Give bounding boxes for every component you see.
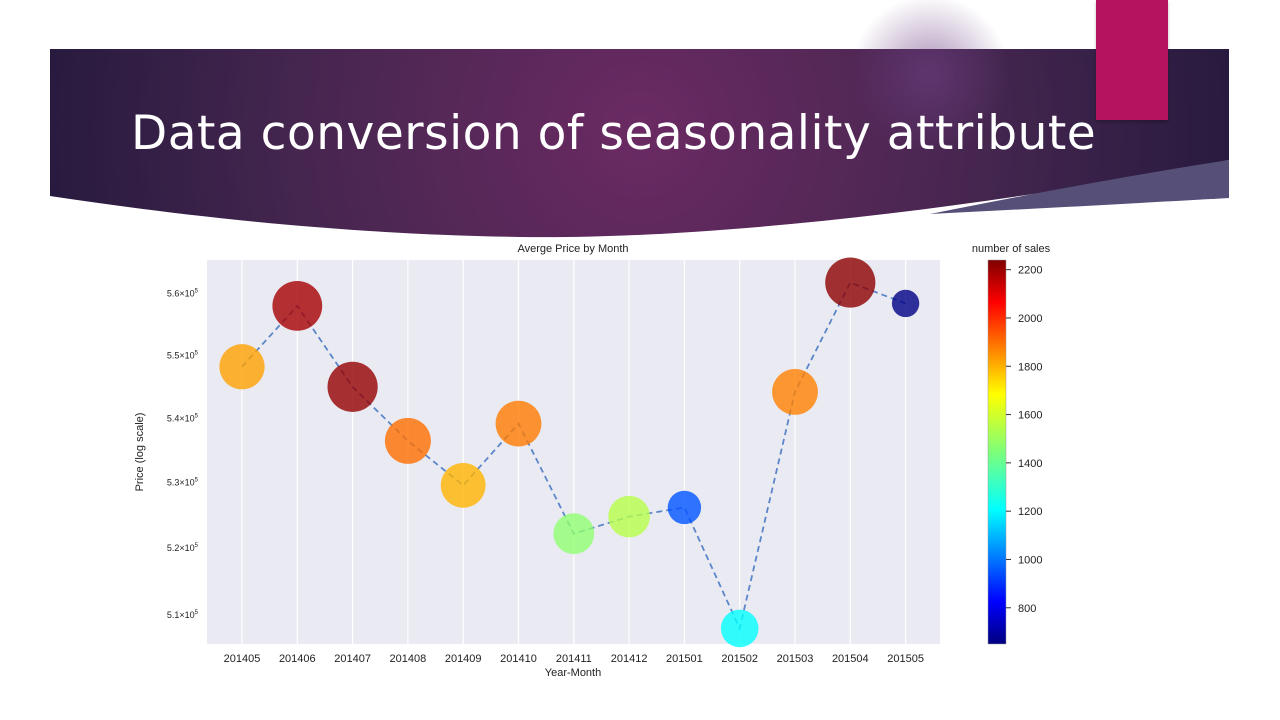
x-tick-label: 201502: [721, 653, 758, 665]
x-tick-label: 201412: [611, 653, 648, 665]
x-tick-label: 201411: [556, 653, 592, 665]
colorbar-tick-label: 800: [1018, 603, 1036, 615]
y-tick-label: 5.1×105: [167, 610, 199, 620]
bubble-point: [891, 289, 920, 318]
y-tick-label: 5.5×105: [167, 350, 199, 360]
bubble-point: [772, 369, 818, 415]
slide-title: Data conversion of seasonality attribute: [131, 106, 1097, 161]
bubble-point: [667, 490, 702, 525]
colorbar-tick-label: 1400: [1018, 458, 1042, 470]
x-tick-label: 201410: [500, 653, 537, 665]
chart-title: Averge Price by Month: [517, 243, 628, 255]
x-tick-labels: 201405 201406 201407 201408 201409 201410 2014…: [224, 653, 924, 665]
title-banner: [50, 0, 1229, 238]
y-tick-label: 5.2×105: [167, 543, 199, 553]
bubble-point: [440, 462, 486, 508]
bubble-point: [327, 361, 378, 412]
x-tick-label: 201503: [777, 653, 814, 665]
x-tick-label: 201409: [445, 653, 482, 665]
x-tick-label: 201408: [390, 653, 427, 665]
colorbar-tick-label: 2200: [1018, 265, 1042, 277]
bubble-point: [825, 257, 876, 308]
y-axis-label: Price (log scale): [134, 413, 146, 492]
y-tick-label: 5.4×105: [167, 414, 199, 424]
accent-tab: [1096, 0, 1168, 120]
colorbar-tick-label: 1200: [1018, 506, 1042, 518]
x-tick-label: 201504: [832, 653, 869, 665]
colorbar-label: number of sales: [972, 243, 1051, 255]
colorbar: [987, 259, 1007, 645]
x-axis-label: Year-Month: [545, 667, 601, 679]
colorbar-tick-label: 1800: [1018, 361, 1042, 373]
x-tick-label: 201405: [224, 653, 261, 665]
banner-glow: [820, 0, 1060, 170]
bubble-point: [272, 280, 323, 331]
colorbar-ticks: 800 1000 1200 1400 1600 1800 2000 2200: [1006, 265, 1042, 615]
bubble-point: [495, 400, 542, 447]
x-tick-label: 201501: [666, 653, 703, 665]
bubble-point: [384, 417, 431, 464]
bubbles: [219, 257, 920, 648]
bubble-point: [553, 513, 595, 555]
colorbar-tick-label: 1000: [1018, 554, 1042, 566]
banner-curve-highlight: [930, 160, 1229, 214]
x-tick-label: 201505: [887, 653, 924, 665]
y-tick-label: 5.3×105: [167, 478, 199, 488]
bubble-point: [608, 495, 650, 538]
colorbar-tick-label: 1600: [1018, 410, 1042, 422]
x-tick-label: 201407: [334, 653, 371, 665]
y-tick-labels: 5.1×105 5.2×105 5.3×105 5.4×105 5.5×105 5.6×1…: [167, 289, 199, 620]
y-tick-label: 5.6×105: [167, 289, 199, 299]
colorbar-tick-label: 2000: [1018, 313, 1042, 325]
bubble-point: [219, 344, 265, 390]
x-tick-label: 201406: [279, 653, 316, 665]
gridlines: [241, 260, 907, 644]
bubble-point: [720, 609, 759, 648]
